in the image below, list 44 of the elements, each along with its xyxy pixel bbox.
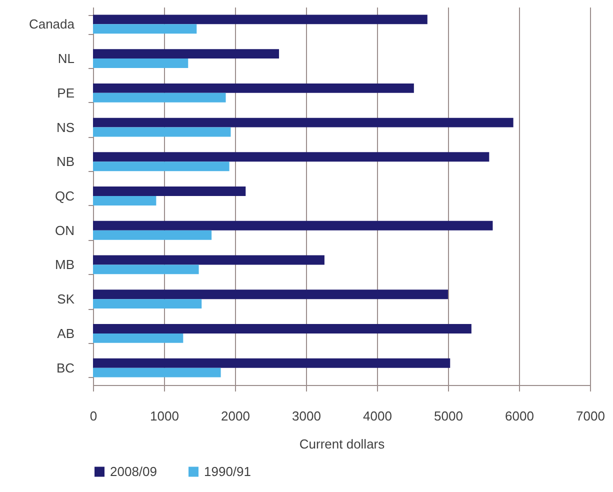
bar <box>93 299 202 309</box>
bar <box>93 83 414 93</box>
bar <box>93 24 197 34</box>
legend-label: 1990/91 <box>204 464 251 479</box>
bar <box>93 290 448 300</box>
bar <box>93 264 199 274</box>
bar <box>93 368 221 378</box>
bar <box>93 230 212 240</box>
y-tick-label: NL <box>58 51 74 66</box>
y-tick-label: NB <box>56 154 74 170</box>
y-tick-label: Canada <box>28 16 76 32</box>
bar <box>93 220 493 230</box>
x-tick-label: 1000 <box>150 408 179 424</box>
y-tick-label: SK <box>57 292 75 307</box>
x-tick-label: 3000 <box>292 408 321 424</box>
y-tick-label: AB <box>57 326 74 341</box>
bar <box>93 255 324 265</box>
bar <box>93 58 188 68</box>
bar <box>93 14 428 24</box>
y-tick-label: MB <box>55 257 74 272</box>
bar <box>93 186 246 196</box>
bar <box>93 162 230 172</box>
bar <box>93 49 280 59</box>
y-tick-label: QC <box>55 188 74 204</box>
bar <box>93 92 226 102</box>
x-tick-label: 0 <box>90 408 98 424</box>
x-axis-title: Current dollars <box>299 436 386 452</box>
bar <box>93 196 156 206</box>
x-tick-label: 5000 <box>434 408 463 424</box>
bar <box>93 324 472 334</box>
bar <box>93 358 450 368</box>
x-tick-label: 6000 <box>505 408 534 424</box>
bar <box>93 127 231 137</box>
y-tick-label: BC <box>56 360 74 376</box>
legend-label: 2008/09 <box>110 464 157 479</box>
y-tick-label: NS <box>56 120 75 135</box>
bar <box>93 152 490 162</box>
bar <box>93 118 514 128</box>
x-tick-label: 7000 <box>576 408 605 424</box>
y-tick-label: PE <box>57 85 75 100</box>
bar <box>93 333 184 343</box>
y-tick-label: ON <box>55 222 74 238</box>
x-tick-label: 4000 <box>363 408 392 424</box>
x-tick-label: 2000 <box>221 408 250 424</box>
